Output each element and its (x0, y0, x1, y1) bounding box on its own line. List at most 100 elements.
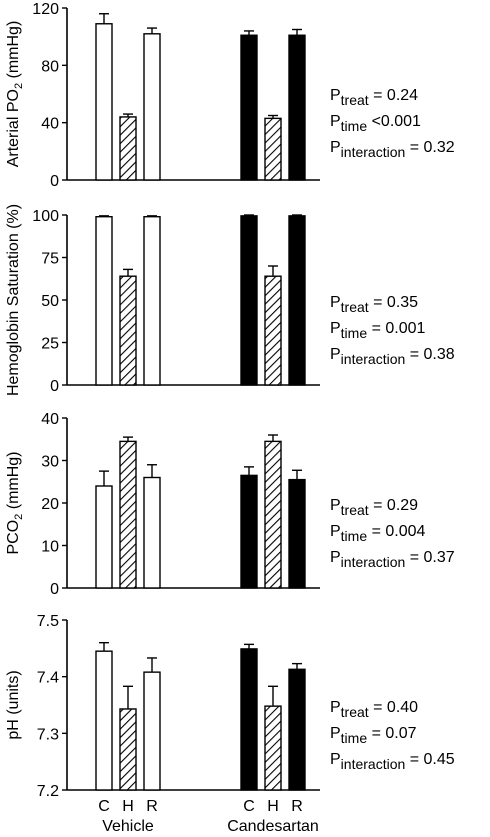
p-symbol: P (330, 497, 341, 514)
p-value-treat: Ptreat = 0.29 (330, 497, 418, 518)
bar-vehicle-h (119, 275, 137, 386)
p-symbol: P (330, 523, 341, 540)
y-axis-title-subscript: 2 (13, 83, 25, 89)
category-label-r: R (146, 798, 158, 815)
p-value-text: = 0.37 (405, 549, 454, 566)
y-tick-label: 40 (41, 116, 59, 133)
p-subscript: time (341, 118, 368, 134)
p-value-text: = 0.24 (369, 87, 418, 104)
bar-vehicle-r (143, 671, 161, 791)
p-value-text: = 0.004 (367, 523, 425, 540)
p-value-text: = 0.29 (369, 497, 418, 514)
y-axis-title-main: Arterial PO (5, 89, 22, 167)
p-subscript: time (341, 325, 368, 341)
p-symbol: P (330, 699, 341, 716)
bar-candesartan-c (240, 215, 258, 386)
p-symbol: P (330, 725, 341, 742)
p-symbol: P (330, 139, 341, 156)
y-axis-title-subscript: 2 (13, 514, 25, 520)
bar-candesartan-h (264, 117, 282, 181)
p-subscript: interaction (341, 351, 406, 367)
y-tick-label: 80 (41, 58, 59, 75)
bar-vehicle-c (95, 485, 113, 589)
p-value-interaction: Pinteraction = 0.45 (330, 751, 455, 772)
y-axis-title-tail: (mmHg) (5, 21, 22, 83)
y-tick-label: 7.5 (37, 613, 59, 630)
bar-candesartan-h (264, 440, 282, 589)
y-axis-title: Hemoglobin Saturation (%) (5, 204, 22, 396)
p-subscript: time (341, 730, 368, 746)
p-subscript: interaction (341, 554, 406, 570)
panel-hemoglobin-saturation: 0 25 50 75 100 Hemoglobin Saturation (%) Ptrea… (5, 204, 455, 396)
bar-vehicle-c (95, 650, 113, 791)
p-value-time: Ptime = 0.004 (330, 523, 426, 544)
p-symbol: P (330, 346, 341, 363)
group-label-candesartan: Candesartan (227, 818, 319, 835)
p-symbol: P (330, 320, 341, 337)
y-tick-label: 25 (41, 336, 59, 353)
category-label-h: H (122, 798, 134, 815)
p-value-time: Ptime = 0.07 (330, 725, 417, 746)
bar-candesartan-r (288, 668, 306, 791)
p-subscript: treat (341, 502, 369, 518)
bar-vehicle-c (95, 23, 113, 181)
y-tick-label: 7.3 (37, 726, 59, 743)
y-tick-label: 0 (50, 173, 59, 190)
p-subscript: time (341, 528, 368, 544)
p-subscript: treat (341, 92, 369, 108)
y-axis-title-main: pH (units) (5, 670, 22, 739)
p-value-text: = 0.35 (369, 294, 418, 311)
panel-arterial-po2: 0 40 80 120 Arterial PO2 (mmHg) Ptreat = 0.24… (5, 1, 455, 190)
bar-vehicle-h (119, 440, 137, 589)
y-tick-label: 100 (32, 208, 59, 225)
y-tick-label: 75 (41, 251, 59, 268)
p-value-treat: Ptreat = 0.24 (330, 87, 418, 108)
p-value-text: = 0.001 (367, 320, 425, 337)
bar-candesartan-c (240, 474, 258, 589)
p-value-text: = 0.38 (405, 346, 454, 363)
bar-vehicle-h (119, 708, 137, 791)
y-tick-label: 0 (50, 378, 59, 395)
bar-candesartan-r (288, 215, 306, 386)
y-tick-label: 30 (41, 454, 59, 471)
y-axis-title: PCO2 (mmHg) (5, 451, 25, 554)
group-label-vehicle: Vehicle (102, 818, 154, 835)
p-value-treat: Ptreat = 0.40 (330, 699, 418, 720)
p-symbol: P (330, 87, 341, 104)
bar-vehicle-h (119, 116, 137, 181)
bar-vehicle-r (143, 476, 161, 589)
p-value-interaction: Pinteraction = 0.38 (330, 346, 455, 367)
bar-vehicle-c (95, 215, 113, 386)
y-tick-label: 20 (41, 496, 59, 513)
y-axis-title-main: PCO (5, 520, 22, 555)
p-value-treat: Ptreat = 0.35 (330, 294, 418, 315)
y-tick-label: 7.4 (37, 670, 59, 687)
p-value-interaction: Pinteraction = 0.32 (330, 139, 455, 160)
category-label-c: C (98, 798, 110, 815)
category-label-c: C (243, 798, 255, 815)
bar-candesartan-c (240, 34, 258, 181)
bar-candesartan-c (240, 648, 258, 791)
panel-ph: 7.27.37.47.5pH (units) Ptreat = 0.40Ptime… (5, 613, 455, 800)
p-subscript: treat (341, 299, 369, 315)
bar-candesartan-r (288, 34, 306, 181)
p-value-text: = 0.45 (405, 751, 454, 768)
p-value-interaction: Pinteraction = 0.37 (330, 549, 455, 570)
p-symbol: P (330, 113, 341, 130)
y-tick-label: 40 (41, 411, 59, 428)
category-label-h: H (267, 798, 279, 815)
y-tick-label: 7.2 (37, 783, 59, 800)
y-axis-title-main: Hemoglobin Saturation (%) (5, 204, 22, 396)
y-tick-label: 120 (32, 1, 59, 18)
p-subscript: interaction (341, 144, 406, 160)
p-value-text: = 0.07 (367, 725, 416, 742)
y-tick-label: 10 (41, 539, 59, 556)
p-subscript: interaction (341, 756, 406, 772)
p-value-text: = 0.32 (405, 139, 454, 156)
y-tick-label: 0 (50, 581, 59, 598)
bar-candesartan-h (264, 705, 282, 791)
